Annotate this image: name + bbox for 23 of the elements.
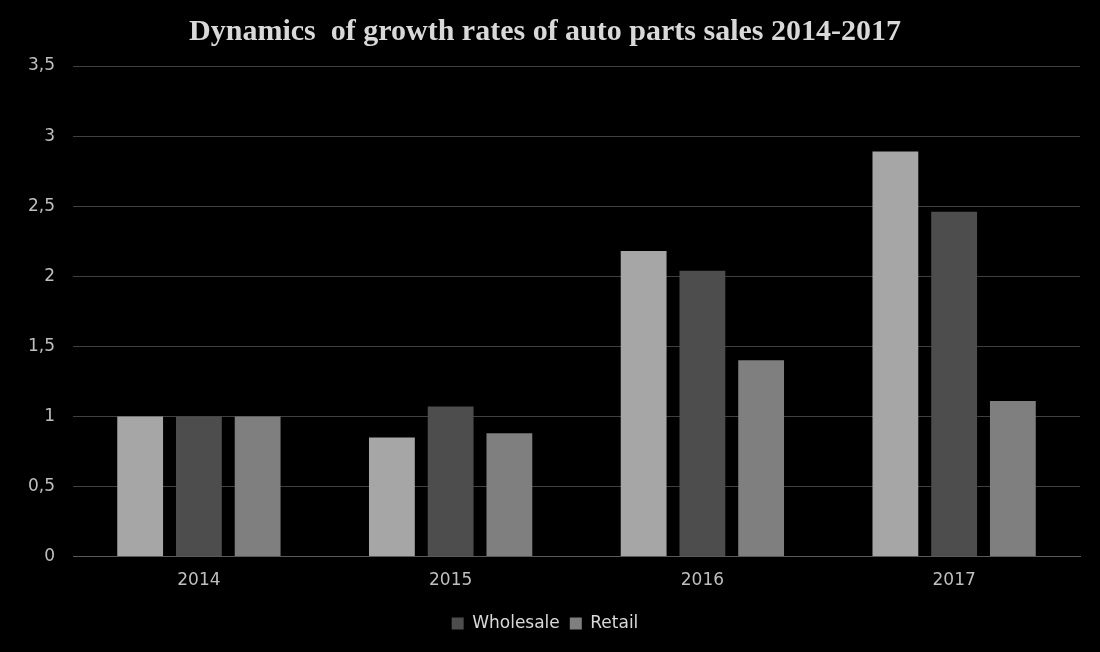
legend-label: Wholesale	[472, 611, 560, 632]
x-tick-label: 2015	[429, 569, 473, 590]
chart-title: Dynamics of growth rates of auto parts sales 2014-2017	[189, 12, 901, 46]
y-tick-label: 3,5	[27, 54, 56, 75]
y-tick-label: 3	[44, 124, 56, 145]
bar	[486, 433, 533, 557]
bar	[234, 416, 281, 557]
x-tick-label: 2014	[177, 569, 221, 590]
bar	[872, 151, 919, 557]
bar	[738, 360, 785, 557]
bar	[620, 251, 667, 557]
y-tick-label: 2,5	[27, 194, 56, 215]
legend-label: Retail	[590, 611, 639, 632]
y-tick-label: 2	[44, 264, 56, 285]
y-tick-label: 1	[44, 404, 56, 425]
x-tick-label: 2017	[932, 569, 976, 590]
y-tick-label: 1,5	[27, 334, 56, 355]
x-tick-label: 2016	[680, 569, 725, 590]
bar	[989, 401, 1036, 557]
bar	[369, 437, 415, 557]
y-tick-label: 0,5	[27, 474, 56, 495]
bar	[117, 416, 164, 557]
y-tick-label: 0	[44, 545, 56, 566]
